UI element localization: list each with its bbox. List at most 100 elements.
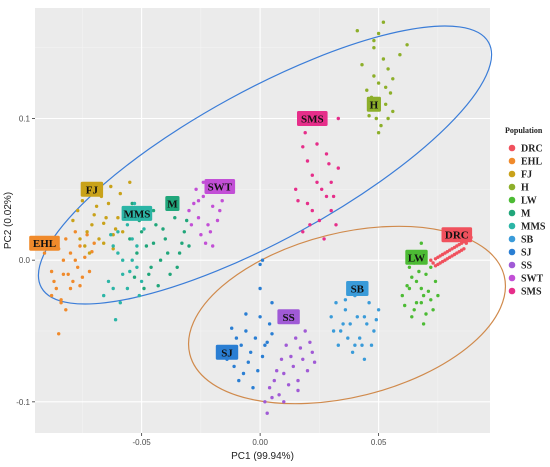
plot-panel: [35, 8, 490, 433]
point-sb: [358, 336, 362, 340]
point-m: [175, 265, 179, 269]
point-lw: [414, 279, 419, 284]
label-text-mms: MMS: [123, 208, 150, 220]
point-swt: [211, 204, 215, 208]
point-fj: [90, 223, 94, 227]
point-sj: [234, 336, 239, 340]
legend-label-ss: SS: [521, 261, 533, 272]
legend-key-h: [508, 183, 516, 191]
point-fj: [102, 241, 106, 245]
label-box-lw: [405, 249, 428, 265]
point-h: [365, 88, 369, 92]
point-ss: [275, 369, 279, 373]
point-sms: [336, 116, 340, 121]
legend-label-sj: SJ: [521, 248, 532, 259]
label-box-sb: [346, 281, 369, 296]
point-ehl: [80, 275, 85, 279]
point-lw: [421, 293, 426, 298]
x-tick-label: -0.05: [133, 438, 152, 447]
point-h: [381, 20, 386, 24]
label-text-ehl: EHL: [33, 238, 56, 250]
point-fj: [121, 230, 125, 234]
point-fj: [109, 184, 113, 189]
point-sms: [327, 162, 331, 166]
point-fj: [94, 204, 99, 208]
point-m: [147, 272, 151, 276]
point-sms: [324, 152, 329, 156]
point-sj: [244, 329, 248, 333]
point-ehl: [49, 293, 54, 298]
point-ss: [265, 411, 269, 415]
point-ehl: [73, 258, 78, 262]
legend: Population DRC EHL FJ H LW M MMS SB SJ SS SWT SMS: [505, 126, 546, 298]
label-text-h: H: [370, 99, 379, 111]
point-fj: [116, 216, 120, 220]
point-fj: [71, 218, 75, 223]
point-mms: [111, 244, 115, 248]
point-sms: [315, 180, 319, 184]
legend-label-ehl: EHL: [521, 157, 542, 168]
point-fj: [92, 213, 96, 217]
point-sms: [310, 173, 314, 177]
point-swt: [196, 199, 201, 203]
point-m: [154, 223, 158, 227]
point-m: [166, 251, 170, 255]
point-sms: [308, 223, 312, 227]
data-points: [42, 20, 473, 415]
point-sj: [239, 343, 243, 347]
point-m: [182, 230, 186, 234]
point-ss: [284, 343, 288, 347]
point-ehl: [71, 279, 75, 284]
point-sj: [258, 262, 262, 267]
point-sj: [253, 336, 258, 340]
point-ss: [272, 378, 276, 383]
point-sj: [270, 332, 274, 336]
population-labels: DRC EHL FJ H LW M MMS SB SJ SS SWT SMS: [29, 96, 473, 360]
point-swt: [194, 187, 198, 191]
point-sb: [372, 329, 376, 333]
point-lw: [407, 265, 412, 269]
point-h: [388, 91, 393, 95]
point-sj: [263, 343, 267, 347]
label-box-mms: [121, 205, 153, 221]
legend-label-drc: DRC: [521, 144, 543, 155]
point-sms: [296, 199, 300, 203]
point-m: [156, 284, 160, 288]
point-sj: [232, 364, 236, 369]
point-mms: [135, 265, 139, 269]
legend-label-mms: MMS: [521, 222, 546, 233]
point-h: [376, 81, 381, 85]
point-swt: [201, 180, 205, 184]
point-ehl: [57, 332, 61, 336]
point-sb: [350, 350, 355, 354]
point-ss: [296, 388, 300, 393]
point-ss: [267, 386, 272, 390]
point-mms: [125, 223, 130, 227]
point-lw: [403, 303, 407, 308]
point-ss: [282, 400, 286, 404]
point-sms: [315, 142, 319, 146]
legend-label-m: M: [521, 209, 531, 220]
label-text-sms: SMS: [301, 114, 324, 126]
point-sb: [331, 329, 336, 333]
legend-key-drc: [508, 144, 516, 152]
point-lw: [421, 322, 426, 326]
point-sj: [260, 354, 265, 359]
label-text-drc: DRC: [445, 230, 469, 242]
legend-label-sms: SMS: [521, 287, 542, 298]
point-drc: [462, 247, 466, 251]
point-ss: [286, 383, 291, 387]
point-fj: [113, 227, 118, 231]
point-h: [381, 57, 386, 61]
point-m: [161, 227, 165, 231]
label-text-sj: SJ: [221, 347, 233, 359]
label-text-fj: FJ: [86, 184, 99, 196]
point-ss: [282, 371, 286, 376]
point-ss: [310, 350, 314, 354]
point-h: [372, 74, 376, 78]
point-sb: [339, 329, 343, 333]
point-ehl: [76, 265, 80, 269]
point-h: [384, 85, 388, 90]
y-tick-label: -0.1: [16, 398, 30, 407]
